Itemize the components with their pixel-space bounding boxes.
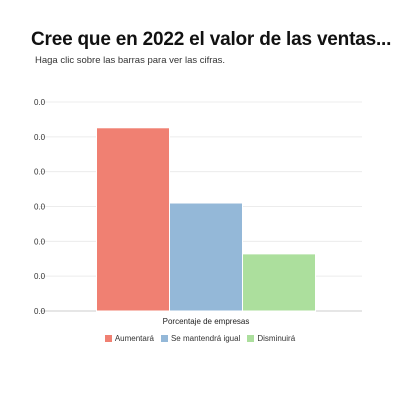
legend-item[interactable]: Disminuirá: [247, 334, 295, 343]
y-tick-label: 0.0: [34, 307, 46, 316]
y-tick-label: 0.0: [34, 203, 46, 212]
legend-label: Se mantendrá igual: [170, 334, 241, 343]
y-tick-label: 0.0: [34, 168, 46, 177]
bar-1[interactable]: [96, 127, 170, 312]
legend-swatch: [104, 335, 112, 342]
chart-subtitle: Haga clic sobre las barras para ver las …: [35, 55, 226, 66]
y-tick-label: 0.0: [34, 98, 46, 107]
x-category-label: Porcentaje de empresas: [163, 317, 250, 326]
bar-2[interactable]: [169, 202, 243, 312]
legend-item[interactable]: Aumentará: [104, 334, 154, 343]
legend-label: Aumentará: [114, 334, 154, 343]
legend-swatch: [160, 335, 168, 342]
chart-title: Cree que en 2022 el valor de las ventas.…: [31, 29, 392, 50]
y-tick-label: 0.0: [34, 133, 46, 142]
legend-swatch: [247, 335, 255, 342]
legend-label: Disminuirá: [257, 334, 296, 343]
y-tick-label: 0.0: [34, 272, 46, 281]
chart-legend: Aumentará Se mantendrá igual Disminuirá: [0, 334, 400, 343]
legend-item[interactable]: Se mantendrá igual: [160, 334, 241, 343]
y-tick-label: 0.0: [34, 237, 46, 246]
bar-3[interactable]: [242, 253, 316, 312]
